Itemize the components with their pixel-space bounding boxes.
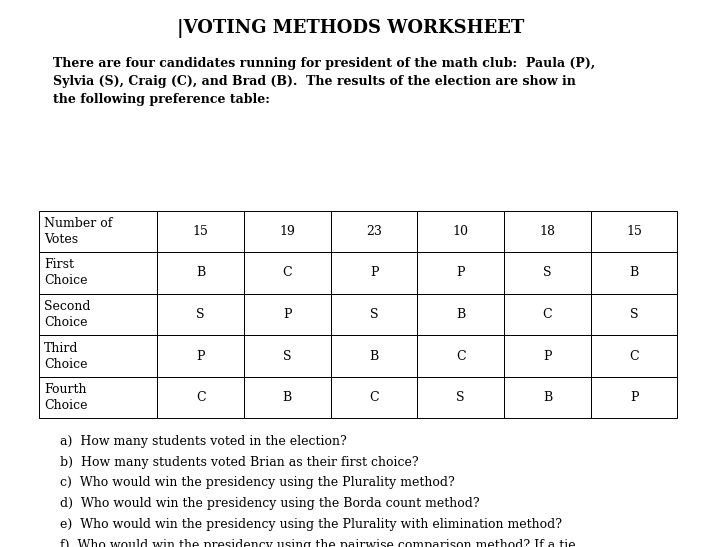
Text: B: B bbox=[283, 391, 292, 404]
Text: B: B bbox=[196, 266, 206, 280]
Text: B: B bbox=[630, 266, 639, 280]
Text: P: P bbox=[456, 266, 465, 280]
Text: 18: 18 bbox=[539, 225, 555, 238]
Text: B: B bbox=[543, 391, 552, 404]
Text: Number of
Votes: Number of Votes bbox=[44, 217, 112, 246]
Text: |VOTING METHODS WORKSHEET: |VOTING METHODS WORKSHEET bbox=[178, 19, 524, 38]
Text: f)  Who would win the presidency using the pairwise comparison method? If a tie,: f) Who would win the presidency using th… bbox=[60, 539, 579, 547]
Text: C: C bbox=[369, 391, 379, 404]
Text: C: C bbox=[196, 391, 206, 404]
Text: S: S bbox=[630, 308, 638, 321]
Text: P: P bbox=[197, 350, 205, 363]
Text: a)  How many students voted in the election?: a) How many students voted in the electi… bbox=[60, 435, 346, 448]
Text: P: P bbox=[630, 391, 638, 404]
Text: 10: 10 bbox=[453, 225, 469, 238]
Text: 23: 23 bbox=[366, 225, 382, 238]
Text: 19: 19 bbox=[279, 225, 296, 238]
Text: S: S bbox=[283, 350, 291, 363]
Text: e)  Who would win the presidency using the Plurality with elimination method?: e) Who would win the presidency using th… bbox=[60, 518, 562, 531]
Text: Second
Choice: Second Choice bbox=[44, 300, 91, 329]
Text: C: C bbox=[629, 350, 639, 363]
Text: P: P bbox=[543, 350, 552, 363]
Text: d)  Who would win the presidency using the Borda count method?: d) Who would win the presidency using th… bbox=[60, 497, 479, 510]
Text: C: C bbox=[456, 350, 465, 363]
Text: S: S bbox=[456, 391, 465, 404]
Text: S: S bbox=[370, 308, 378, 321]
Text: B: B bbox=[369, 350, 378, 363]
Text: P: P bbox=[370, 266, 378, 280]
Text: S: S bbox=[197, 308, 205, 321]
Text: S: S bbox=[543, 266, 552, 280]
Text: b)  How many students voted Brian as their first choice?: b) How many students voted Brian as thei… bbox=[60, 456, 418, 469]
Text: 15: 15 bbox=[626, 225, 642, 238]
Text: P: P bbox=[283, 308, 291, 321]
Text: Third
Choice: Third Choice bbox=[44, 341, 88, 371]
Text: C: C bbox=[543, 308, 552, 321]
Text: 15: 15 bbox=[193, 225, 208, 238]
Text: There are four candidates running for president of the math club:  Paula (P),
Sy: There are four candidates running for pr… bbox=[53, 57, 595, 107]
Text: First
Choice: First Choice bbox=[44, 258, 88, 288]
Text: B: B bbox=[456, 308, 465, 321]
Text: Fourth
Choice: Fourth Choice bbox=[44, 383, 88, 412]
Text: C: C bbox=[283, 266, 292, 280]
Text: c)  Who would win the presidency using the Plurality method?: c) Who would win the presidency using th… bbox=[60, 476, 454, 490]
